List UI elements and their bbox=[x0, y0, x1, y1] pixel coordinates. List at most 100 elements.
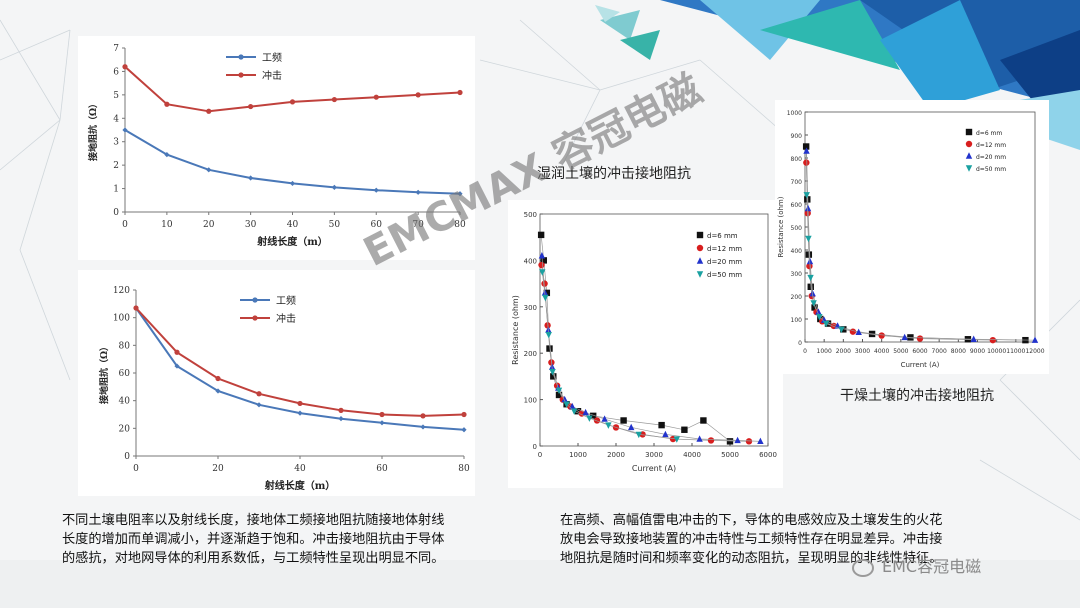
data-point bbox=[538, 261, 545, 269]
data-point bbox=[379, 411, 385, 418]
scatter-chart-svg-dry: 0 1000 2000 3000 4000 5000 6000 7000 8000 9000 100… bbox=[777, 110, 1045, 369]
y-tick-label: 0 bbox=[124, 452, 130, 462]
legend-label: d=50 mm bbox=[976, 166, 1006, 173]
x-tick-label: 0 bbox=[538, 451, 542, 459]
footer-brand: EMC容冠电磁 bbox=[852, 553, 981, 577]
x-tick-label: 4000 bbox=[683, 451, 701, 459]
x-tick-label: 2000 bbox=[836, 348, 851, 355]
data-point bbox=[878, 332, 885, 339]
x-tick-label: 0 bbox=[803, 348, 807, 355]
data-point bbox=[331, 96, 337, 103]
caption-wet-soil: 湿润土壤的冲击接地阻抗 bbox=[537, 166, 691, 182]
data-point bbox=[133, 305, 139, 311]
series-line-1 bbox=[124, 65, 461, 113]
series-connector-0 bbox=[805, 146, 1026, 341]
y-tick-label: 300 bbox=[524, 304, 537, 312]
data-point bbox=[855, 328, 862, 336]
x-tick-label: 1000 bbox=[569, 451, 587, 459]
data-point bbox=[461, 411, 467, 418]
data-point bbox=[542, 294, 549, 302]
data-point bbox=[338, 407, 344, 413]
paragraph-right: 在高频、高幅值雷电冲击的下，导体的电感效应及土壤发生的火花 放电会导致接地装置的… bbox=[560, 511, 942, 568]
x-tick-label: 8000 bbox=[951, 348, 966, 355]
data-point bbox=[457, 191, 463, 197]
y-tick-label: 60 bbox=[119, 369, 131, 379]
paragraph-left-line: 的感抗，对地网导体的利用系数低，与工频特性呈现出明显不同。 bbox=[62, 551, 445, 566]
legend-label: 工频 bbox=[276, 294, 296, 307]
data-point bbox=[550, 373, 557, 380]
y-tick-label: 4 bbox=[113, 114, 119, 124]
legend-marker bbox=[238, 54, 244, 60]
y-tick-label: 100 bbox=[113, 314, 130, 324]
data-point bbox=[707, 437, 715, 444]
data-point bbox=[681, 426, 688, 433]
x-tick-label: 5000 bbox=[721, 451, 739, 459]
data-point bbox=[590, 412, 597, 420]
data-point bbox=[420, 424, 426, 430]
y-tick-label: 40 bbox=[119, 397, 131, 407]
data-point bbox=[256, 402, 262, 408]
data-point bbox=[586, 415, 593, 422]
chart-wet-soil-impulse: 0 1000 2000 3000 4000 5000 6000 0 100 200 300 400 50… bbox=[508, 200, 783, 488]
legend-label: d=20 mm bbox=[707, 258, 742, 266]
data-point bbox=[546, 345, 553, 352]
data-point bbox=[248, 103, 254, 110]
x-tick-label: 3000 bbox=[645, 451, 663, 459]
y-tick-label: 0 bbox=[533, 443, 537, 451]
data-point bbox=[582, 408, 589, 416]
legend-label: d=12 mm bbox=[976, 142, 1006, 149]
y-tick-label: 1000 bbox=[787, 110, 802, 117]
y-tick-label: 20 bbox=[119, 424, 131, 434]
x-tick-label: 60 bbox=[371, 220, 383, 230]
data-point bbox=[415, 189, 421, 195]
data-point bbox=[373, 94, 379, 100]
paragraph-right-line: 在高频、高幅值雷电冲击的下，导体的电感效应及土壤发生的火花 bbox=[560, 513, 943, 528]
data-point bbox=[805, 235, 812, 243]
data-point bbox=[734, 436, 741, 444]
data-point bbox=[338, 416, 344, 422]
x-tick-label: 20 bbox=[212, 464, 224, 474]
data-point bbox=[816, 314, 823, 321]
data-point bbox=[807, 274, 814, 282]
y-tick-label: 600 bbox=[791, 202, 803, 209]
x-tick-label: 40 bbox=[294, 464, 306, 474]
y-axis-label: Resistance (ohm) bbox=[777, 196, 785, 257]
legend-label: d=50 mm bbox=[707, 271, 742, 279]
data-point bbox=[538, 252, 546, 259]
data-point bbox=[373, 187, 379, 193]
x-axis-label: 射线长度（m） bbox=[264, 479, 336, 492]
data-point bbox=[822, 320, 830, 328]
footer-brand-text: EMC容冠电磁 bbox=[882, 557, 982, 576]
chart-power-freq-vs-impulse-2: 0 20 40 60 80 0 20 40 60 80 100 120 射线长度（m） 接地阻抗（Ω） 工频… bbox=[78, 270, 475, 496]
y-tick-label: 120 bbox=[113, 286, 130, 296]
x-tick-label: 6000 bbox=[912, 348, 927, 355]
data-point bbox=[989, 336, 997, 344]
paragraph-left: 不同土壤电阻率以及射线长度，接地体工频接地阻抗随接地体射线 长度的增加而单调减小… bbox=[62, 511, 444, 568]
legend-label: 工频 bbox=[262, 51, 282, 64]
paragraph-right-line: 放电会导致接地装置的冲击特性与工频特性存在明显差异。冲击接 bbox=[560, 532, 943, 547]
y-tick-label: 3 bbox=[113, 138, 119, 148]
y-axis-label: Resistance (ohm) bbox=[511, 295, 520, 365]
data-point bbox=[297, 400, 303, 407]
x-tick-label: 2000 bbox=[607, 451, 625, 459]
data-point bbox=[297, 410, 303, 416]
data-point bbox=[206, 108, 212, 114]
data-point bbox=[539, 269, 546, 276]
data-point bbox=[561, 395, 568, 403]
paragraph-left-line: 长度的增加而单调减小，并逐渐趋于饱和。冲击接地阻抗由于导体 bbox=[62, 532, 445, 547]
legend-label: d=6 mm bbox=[707, 232, 738, 240]
y-tick-label: 0 bbox=[798, 340, 802, 347]
chart-power-freq-vs-impulse-1: 0 10 20 30 40 50 60 70 80 0 1 2 3 4 5 6 7 射线长度（m） 接地阻抗（Ω） 工… bbox=[78, 36, 475, 260]
paragraph-left-line: 不同土壤电阻率以及射线长度，接地体工频接地阻抗随接地体射线 bbox=[62, 513, 445, 528]
data-point bbox=[563, 401, 570, 408]
x-tick-label: 40 bbox=[287, 220, 299, 230]
data-point bbox=[555, 391, 563, 399]
legend-label: d=6 mm bbox=[976, 130, 1002, 137]
data-point bbox=[696, 435, 703, 442]
legend-marker bbox=[252, 315, 258, 321]
data-point bbox=[571, 408, 578, 415]
data-point bbox=[700, 417, 707, 424]
data-point bbox=[248, 175, 254, 181]
data-point bbox=[601, 415, 608, 422]
